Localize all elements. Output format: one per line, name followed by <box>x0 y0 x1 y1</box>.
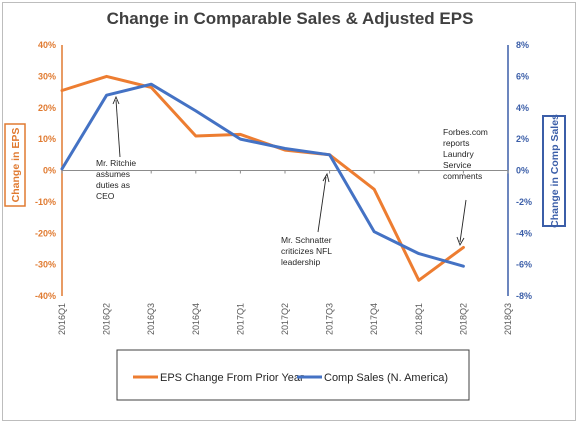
annotation-arrow-head <box>456 236 465 247</box>
annotation-text-forbes: Forbes.com <box>443 127 488 137</box>
right-tick-label: 8% <box>516 40 529 50</box>
x-tick-label: 2017Q2 <box>280 303 290 335</box>
legend-box <box>116 349 470 401</box>
left-axis-title: Change in EPS <box>10 128 22 203</box>
right-axis-title: Change in Comp Sales <box>549 114 561 228</box>
legend-label-eps: EPS Change From Prior Year <box>160 372 304 384</box>
annotation-text-ritchie: assumes <box>96 169 130 179</box>
left-axis-title-box <box>4 123 26 207</box>
left-tick-label: 40% <box>38 40 56 50</box>
annotation-text-forbes: reports <box>443 138 469 148</box>
right-tick-label: -8% <box>516 291 532 301</box>
annotation-text-forbes: Laundry <box>443 149 474 159</box>
right-axis-title-box <box>542 115 566 227</box>
right-tick-label: -4% <box>516 228 532 238</box>
series-line-eps <box>60 74 465 282</box>
right-tick-label: 4% <box>516 103 529 113</box>
left-tick-label: 30% <box>38 71 56 81</box>
annotation-text-forbes: Service <box>443 160 472 170</box>
annotation-text-ritchie: CEO <box>96 191 115 201</box>
legend-label-comp-sales: Comp Sales (N. America) <box>324 372 448 384</box>
right-tick-label: 0% <box>516 166 529 176</box>
x-tick-label: 2016Q3 <box>146 303 156 335</box>
x-tick-label: 2018Q2 <box>458 303 468 335</box>
chart-title: Change in Comparable Sales & Adjusted EP… <box>106 9 474 28</box>
x-tick-label: 2017Q4 <box>369 303 379 335</box>
x-tick-label: 2018Q1 <box>414 303 424 335</box>
right-tick-label: 2% <box>516 134 529 144</box>
annotation-arrow-head <box>112 95 120 105</box>
chart-frame <box>2 2 576 421</box>
left-tick-label: 20% <box>38 103 56 113</box>
annotation-text-ritchie: duties as <box>96 180 130 190</box>
annotation-arrow-head <box>322 172 330 183</box>
left-tick-label: -10% <box>35 197 56 207</box>
x-tick-label: 2018Q3 <box>503 303 513 335</box>
left-tick-label: 10% <box>38 134 56 144</box>
right-tick-label: -2% <box>516 197 532 207</box>
x-tick-label: 2017Q1 <box>235 303 245 335</box>
left-tick-label: 0% <box>43 166 56 176</box>
left-tick-label: -40% <box>35 291 56 301</box>
left-tick-label: -20% <box>35 228 56 238</box>
x-tick-label: 2017Q3 <box>325 303 335 335</box>
annotation-text-schnatter: Mr. Schnatter <box>281 235 332 245</box>
right-tick-label: 6% <box>516 71 529 81</box>
right-tick-label: -6% <box>516 260 532 270</box>
x-tick-label: 2016Q4 <box>191 303 201 335</box>
annotation-text-schnatter: criticizes NFL <box>281 246 332 256</box>
annotation-text-forbes: comments <box>443 171 482 181</box>
annotation-arrow-line <box>115 99 121 158</box>
left-tick-label: -30% <box>35 260 56 270</box>
annotation-text-schnatter: leadership <box>281 257 320 267</box>
annotation-text-ritchie: Mr. Ritchie <box>96 158 136 168</box>
annotation-arrow-line <box>317 176 327 233</box>
x-tick-label: 2016Q2 <box>102 303 112 335</box>
series-line-comp-sales <box>60 82 465 268</box>
x-tick-label: 2016Q1 <box>57 303 67 335</box>
annotation-arrow-line <box>459 199 467 243</box>
